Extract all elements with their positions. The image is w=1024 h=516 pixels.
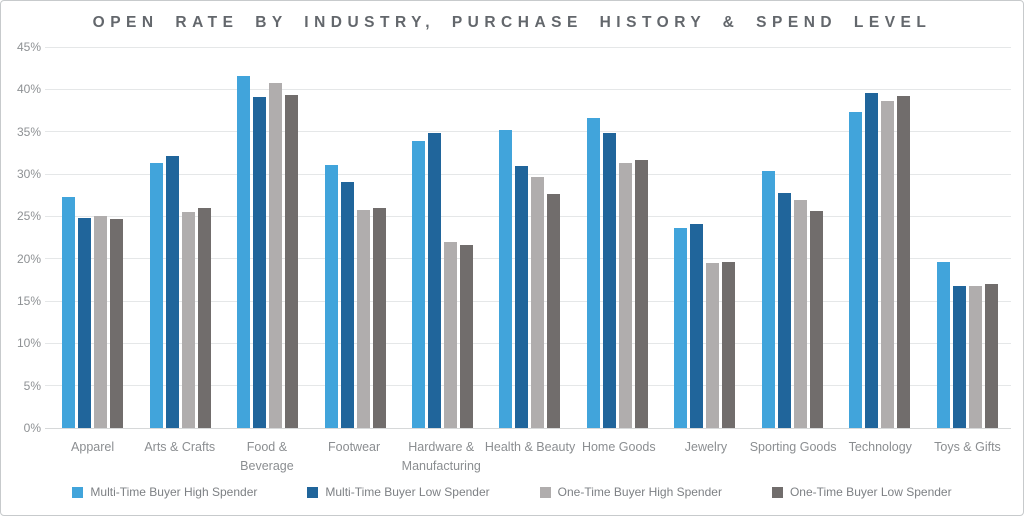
plot-area: 0% 5% 10% 15% 20% 25% 30% 35% 40% 45% bbox=[17, 40, 1011, 435]
bar bbox=[586, 118, 600, 428]
bar bbox=[761, 170, 775, 428]
legend-label: Multi-Time Buyer High Spender bbox=[90, 485, 258, 499]
bar bbox=[237, 75, 251, 428]
legend-label: Multi-Time Buyer Low Spender bbox=[325, 485, 490, 499]
x-axis-label: Apparel bbox=[71, 440, 115, 454]
y-axis-label: 25% bbox=[16, 209, 41, 224]
bar-group bbox=[674, 47, 736, 428]
bar-group bbox=[62, 47, 124, 428]
bar bbox=[602, 133, 616, 428]
bar bbox=[849, 112, 863, 428]
bar bbox=[634, 160, 648, 428]
bar bbox=[253, 96, 267, 428]
bar bbox=[285, 95, 299, 428]
x-axis-label: Sporting Goods bbox=[749, 440, 837, 454]
bar bbox=[444, 241, 458, 428]
legend-swatch-icon bbox=[539, 486, 551, 498]
bar-group bbox=[936, 47, 998, 428]
bar bbox=[269, 82, 283, 428]
bar bbox=[460, 245, 474, 428]
bar bbox=[324, 164, 338, 428]
bar bbox=[706, 262, 720, 428]
bar bbox=[149, 163, 163, 428]
x-axis-label: Technology bbox=[848, 440, 912, 454]
bar-groups bbox=[49, 47, 1011, 428]
bar bbox=[110, 218, 124, 428]
bar-group bbox=[412, 47, 474, 428]
bar bbox=[793, 200, 807, 428]
bar-group bbox=[149, 47, 211, 428]
bar-group bbox=[849, 47, 911, 428]
gridline bbox=[45, 427, 1011, 429]
legend-swatch-icon bbox=[771, 486, 783, 498]
bar bbox=[372, 207, 386, 428]
x-axis-label: Jewelry bbox=[684, 440, 728, 454]
bar-group bbox=[761, 47, 823, 428]
y-axis-label: 30% bbox=[16, 167, 41, 182]
bar bbox=[340, 182, 354, 428]
bar bbox=[618, 163, 632, 428]
legend-item: Multi-Time Buyer Low Spender bbox=[307, 485, 490, 499]
bar bbox=[968, 285, 982, 428]
bar bbox=[356, 210, 370, 428]
y-axis-label: 5% bbox=[23, 378, 41, 393]
bar bbox=[197, 207, 211, 428]
y-axis-label: 45% bbox=[16, 40, 41, 54]
bar-group bbox=[324, 47, 386, 428]
bar bbox=[412, 140, 426, 428]
bar bbox=[952, 285, 966, 428]
y-axis-label: 10% bbox=[16, 336, 41, 351]
y-axis-label: 0% bbox=[23, 421, 41, 435]
gridline bbox=[45, 131, 1011, 133]
gridline bbox=[45, 46, 1011, 48]
x-axis-label: Home Goods bbox=[581, 440, 656, 454]
bar bbox=[547, 194, 561, 428]
legend-item: Multi-Time Buyer High Spender bbox=[72, 485, 257, 499]
bar bbox=[984, 284, 998, 428]
x-axis-label: Toys & Gifts bbox=[934, 440, 1001, 454]
legend-item: One-Time Buyer High Spender bbox=[539, 485, 722, 499]
legend-swatch-icon bbox=[307, 486, 319, 498]
bar bbox=[515, 165, 529, 428]
bar bbox=[936, 262, 950, 428]
bar bbox=[165, 156, 179, 428]
bar bbox=[62, 196, 76, 428]
x-axis-labels: Apparel Arts & Crafts Food & Beverage Footw… bbox=[49, 438, 1011, 476]
x-axis-label: Arts & Crafts bbox=[144, 440, 216, 454]
legend-swatch-icon bbox=[72, 486, 84, 498]
legend-label: One-Time Buyer Low Spender bbox=[789, 485, 952, 499]
x-axis-label: Health & Beauty bbox=[484, 440, 576, 454]
y-axis-label: 15% bbox=[16, 294, 41, 309]
bar bbox=[531, 177, 545, 428]
bar-group bbox=[237, 47, 299, 428]
legend-item: One-Time Buyer Low Spender bbox=[771, 485, 952, 499]
x-axis-label: Food & Beverage bbox=[240, 440, 294, 473]
x-axis-label: Hardware & Manufacturing bbox=[401, 440, 481, 473]
bar bbox=[674, 228, 688, 428]
legend-label: One-Time Buyer High Spender bbox=[557, 485, 722, 499]
bar bbox=[428, 132, 442, 428]
bar-group bbox=[499, 47, 561, 428]
chart-title: OPEN RATE BY INDUSTRY, PURCHASE HISTORY … bbox=[92, 14, 932, 31]
bar bbox=[897, 96, 911, 428]
y-axis-label: 40% bbox=[16, 82, 41, 97]
y-axis-label: 20% bbox=[16, 251, 41, 266]
bar bbox=[78, 218, 92, 428]
gridline bbox=[45, 88, 1011, 90]
bar bbox=[499, 129, 513, 428]
x-axis-label: Footwear bbox=[328, 440, 381, 454]
chart-legend: Multi-Time Buyer High Spender Multi-Time … bbox=[1, 485, 1023, 499]
bar bbox=[690, 223, 704, 428]
bar bbox=[809, 211, 823, 428]
bar bbox=[865, 92, 879, 428]
bar-group bbox=[586, 47, 648, 428]
bar bbox=[94, 215, 108, 428]
bar bbox=[181, 212, 195, 428]
bar bbox=[881, 101, 895, 428]
bar bbox=[777, 192, 791, 428]
y-axis-label: 35% bbox=[16, 124, 41, 139]
bar bbox=[722, 262, 736, 428]
